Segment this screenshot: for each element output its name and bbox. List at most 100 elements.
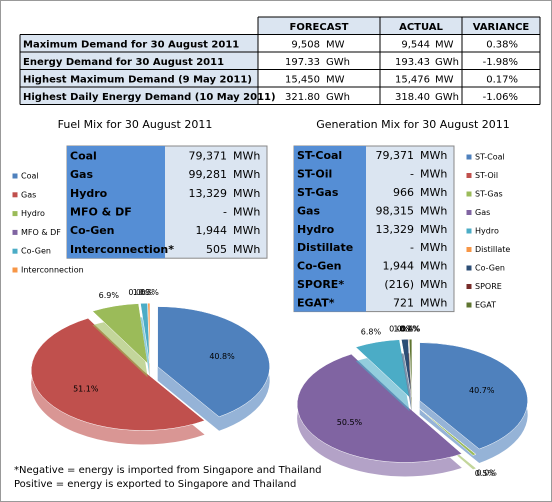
- mix-unit: MWh: [233, 224, 260, 237]
- legend-swatch: [11, 172, 19, 180]
- mix-unit: MWh: [233, 168, 260, 181]
- data-label: 0.0%: [477, 469, 498, 478]
- legend-label: Distillate: [475, 245, 510, 254]
- forecast-unit: GWh: [326, 92, 350, 103]
- legend-swatch: [11, 191, 19, 199]
- legend-swatch: [11, 210, 19, 218]
- pie-slice: [92, 303, 149, 365]
- variance-value: 0.17%: [486, 74, 518, 85]
- data-label: 40.7%: [469, 386, 495, 395]
- forecast-unit: MW: [326, 74, 345, 85]
- legend-label: Gas: [475, 208, 490, 217]
- mix-label: ST-Oil: [297, 168, 332, 181]
- mix-value: -: [410, 168, 414, 181]
- pie-slice: [401, 338, 412, 398]
- legend-swatch: [465, 172, 473, 179]
- data-label: 50.5%: [337, 418, 363, 427]
- mix-label: ST-Gas: [297, 186, 339, 199]
- mix-unit: MWh: [420, 223, 447, 236]
- mix-label: Co-Gen: [297, 260, 342, 273]
- legend-label: Co-Gen: [475, 264, 505, 273]
- mix-unit: MWh: [420, 296, 447, 309]
- mix-label: Coal: [70, 149, 97, 162]
- legend-swatch: [465, 190, 473, 198]
- mix-unit: MWh: [420, 204, 447, 217]
- legend-label: Interconnection: [21, 266, 84, 275]
- slice-side: [408, 353, 412, 412]
- pie-slice: [419, 342, 528, 450]
- mix-value: 13,329: [376, 223, 415, 236]
- variance-value: -1.98%: [483, 57, 518, 68]
- column-header: ACTUAL: [399, 22, 443, 33]
- pie-slice: [140, 302, 150, 364]
- pie-slice: [355, 339, 410, 399]
- legend-label: Gas: [21, 190, 36, 199]
- mix-value: 79,371: [376, 149, 415, 162]
- mix-value: 1,944: [383, 260, 415, 273]
- legend-swatch: [465, 153, 473, 161]
- legend-swatch: [11, 266, 19, 274]
- mix-unit: MWh: [420, 186, 447, 199]
- mix-table-label-bg: [294, 146, 366, 312]
- forecast-value: 9,508: [291, 39, 320, 50]
- table-row-bg: [20, 87, 258, 105]
- mix-value: 98,315: [376, 204, 415, 217]
- legend-label: SPORE: [475, 282, 502, 291]
- mix-value: 13,329: [189, 187, 228, 200]
- mix-unit: MWh: [233, 187, 260, 200]
- pie-slice: [408, 338, 413, 398]
- pie-slice: [416, 405, 477, 456]
- pie-slice: [157, 306, 270, 418]
- mix-label: Co-Gen: [70, 224, 115, 237]
- mix-unit: MWh: [233, 149, 260, 162]
- mix-value: 966: [393, 186, 414, 199]
- legend-label: Coal: [21, 172, 39, 181]
- legend-label: ST-Oil: [475, 171, 498, 180]
- row-label: Highest Daily Energy Demand (10 May 2011…: [23, 92, 276, 103]
- actual-unit: GWh: [435, 57, 459, 68]
- actual-value: 9,544: [401, 39, 430, 50]
- legend-swatch: [465, 301, 473, 309]
- forecast-unit: MW: [326, 39, 345, 50]
- pie-slice: [147, 302, 151, 364]
- slice-side: [401, 353, 412, 412]
- forecast-unit: GWh: [326, 57, 350, 68]
- table-row-bg: [20, 69, 258, 87]
- variance-value: 0.38%: [486, 39, 518, 50]
- column-header: FORECAST: [290, 22, 349, 33]
- mix-unit: MWh: [420, 149, 447, 162]
- mix-value: 99,281: [189, 168, 228, 181]
- actual-unit: MW: [435, 74, 454, 85]
- mix-unit: MWh: [420, 241, 447, 254]
- data-label: 40.8%: [209, 352, 235, 361]
- legend-swatch: [465, 227, 473, 235]
- mix-value: -: [410, 241, 414, 254]
- legend-swatch: [465, 283, 473, 290]
- footnote: *Negative = energy is imported from Sing…: [14, 465, 322, 476]
- data-label: 0.3%: [139, 288, 160, 297]
- mix-unit: MWh: [420, 278, 447, 291]
- mix-label: ST-Coal: [297, 149, 342, 162]
- legend-label: MFO & DF: [21, 228, 61, 237]
- row-label: Energy Demand for 30 August 2011: [23, 57, 224, 68]
- actual-unit: MW: [435, 39, 454, 50]
- legend-swatch: [465, 209, 473, 216]
- legend-swatch: [11, 228, 19, 236]
- mix-label: Gas: [297, 204, 320, 217]
- data-label: 0.4%: [400, 324, 421, 333]
- actual-value: 318.40: [395, 92, 430, 103]
- legend-label: EGAT: [475, 301, 496, 310]
- data-label: 0.0%: [128, 288, 149, 297]
- table-row-bg: [20, 52, 258, 70]
- mix-unit: MWh: [420, 260, 447, 273]
- row-label: Highest Maximum Demand (9 May 2011): [23, 74, 252, 85]
- table-row-bg: [20, 34, 258, 52]
- legend-swatch: [465, 246, 473, 253]
- mix-value: 1,944: [196, 224, 228, 237]
- mix-value: 79,371: [189, 149, 228, 162]
- data-label: 1.0%: [393, 324, 414, 333]
- legend-swatch: [465, 264, 473, 272]
- pie-slice: [296, 353, 463, 463]
- mix-unit: MWh: [233, 205, 260, 218]
